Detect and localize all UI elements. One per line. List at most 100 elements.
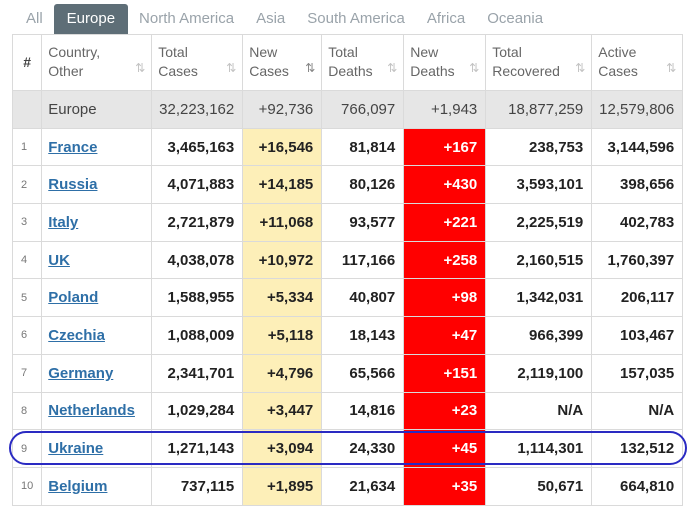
new-cases-cell: +92,736 [242,90,323,129]
header-line: Recovered [492,63,560,79]
rank-header: # [11,34,43,91]
active-cases-cell: 3,144,596 [591,127,684,167]
total-recovered-cell: 2,119,100 [485,353,593,393]
total-cases-cell: 737,115 [151,466,244,506]
table-row: 8 Netherlands 1,029,284 +3,447 14,816 +23 N/A N… [11,391,684,431]
active-cases-cell: 1,760,397 [591,240,684,280]
total-deaths-cell: 766,097 [321,90,405,129]
total-recovered-cell: 2,160,515 [485,240,593,280]
sort-icon[interactable]: ⇅ [387,61,398,75]
rank-cell: 5 [11,278,43,318]
total-deaths-cell: 24,330 [321,429,405,468]
table-row: 4 UK 4,038,078 +10,972 117,166 +258 2,160,515 1… [11,240,684,280]
table-row: 2 Russia 4,071,883 +14,185 80,126 +430 3,593,1… [11,165,684,205]
new-cases-header[interactable]: New Cases ⇅ [242,34,323,91]
new-deaths-header[interactable]: New Deaths ⇅ [403,34,487,91]
country-link[interactable]: UK [48,251,70,269]
table-row: 5 Poland 1,588,955 +5,334 40,807 +98 1,342,031… [11,278,684,318]
country-cell: UK [41,240,153,280]
active-cases-cell: 12,579,806 [591,90,684,129]
active-cases-cell: 402,783 [591,203,684,242]
country-cell: Belgium [41,466,153,506]
table-row: 6 Czechia 1,088,009 +5,118 18,143 +47 966,399 1… [11,316,684,355]
new-cases-cell: +1,895 [242,466,323,506]
country-link[interactable]: Poland [48,289,99,307]
active-cases-cell: 132,512 [591,429,684,468]
total-cases-cell: 2,341,701 [151,353,244,393]
country-cell: Ukraine [41,429,153,468]
new-cases-cell: +11,068 [242,203,323,242]
country-link[interactable]: Ukraine [48,440,104,458]
rank-cell: 4 [11,240,43,280]
table-row: 7 Germany 2,341,701 +4,796 65,566 +151 2,119,1… [11,353,684,393]
region-name: Europe [41,90,153,129]
country-link[interactable]: Russia [48,176,98,194]
total-cases-cell: 4,071,883 [151,165,244,205]
country-cell: Italy [41,203,153,242]
tab-oceania[interactable]: Oceania [487,10,544,27]
rank-cell: 2 [11,165,43,205]
country-link[interactable]: France [48,138,98,156]
country-link[interactable]: Italy [48,213,79,231]
total-recovered-cell: 238,753 [485,127,593,167]
new-deaths-cell: +167 [403,127,487,167]
header-line: New [249,44,278,60]
header-line: Cases [249,63,289,79]
new-deaths-cell: +47 [403,316,487,355]
total-recovered-cell: 1,342,031 [485,278,593,318]
sort-icon[interactable]: ⇅ [666,61,677,75]
total-deaths-cell: 65,566 [321,353,405,393]
total-cases-cell: 1,088,009 [151,316,244,355]
header-line: New [410,44,439,60]
table-row: 1 France 3,465,163 +16,546 81,814 +167 238,753… [11,127,684,167]
country-link[interactable]: Belgium [48,477,108,495]
total-cases-cell: 1,588,955 [151,278,244,318]
total-recovered-cell: 50,671 [485,466,593,506]
header-line: Country, [48,44,101,60]
header-line: Cases [158,63,198,79]
total-recovered-header[interactable]: Total Recovered ⇅ [485,34,593,91]
total-recovered-cell: N/A [485,391,593,431]
sort-desc-icon[interactable]: ⇅ [305,61,316,75]
tab-africa[interactable]: Africa [426,10,466,27]
total-row: Europe 32,223,162 +92,736 766,097 +1,943… [11,90,684,129]
country-link[interactable]: Germany [48,364,114,382]
tab-europe[interactable]: Europe [53,4,129,34]
country-cell: Poland [41,278,153,318]
sort-icon[interactable]: ⇅ [469,61,480,75]
active-cases-cell: 398,656 [591,165,684,205]
header-line: Active [598,44,637,60]
total-deaths-cell: 40,807 [321,278,405,318]
rank-cell: 8 [11,391,43,431]
country-link[interactable]: Netherlands [48,402,135,420]
tab-all[interactable]: All [26,10,43,27]
sort-icon[interactable]: ⇅ [135,61,146,75]
rank-cell: 9 [11,429,43,468]
sort-icon[interactable]: ⇅ [575,61,586,75]
new-deaths-cell: +45 [403,429,487,468]
header-line: Other [48,63,84,79]
sort-icon[interactable]: ⇅ [226,61,237,75]
header-row: # Country, Other ⇅ Total Cases ⇅ New Cases ⇅ T… [11,34,684,91]
total-deaths-cell: 117,166 [321,240,405,280]
tab-north-america[interactable]: North America [139,10,235,27]
active-cases-cell: N/A [591,391,684,431]
tab-asia[interactable]: Asia [256,10,286,27]
country-header[interactable]: Country, Other ⇅ [41,34,153,91]
tab-south-america[interactable]: South America [307,10,405,27]
new-cases-cell: +3,094 [242,429,323,468]
total-cases-header[interactable]: Total Cases ⇅ [151,34,244,91]
new-cases-cell: +14,185 [242,165,323,205]
new-deaths-cell: +430 [403,165,487,205]
new-deaths-cell: +35 [403,466,487,506]
total-cases-cell: 4,038,078 [151,240,244,280]
new-deaths-cell: +98 [403,278,487,318]
table-row: 9 Ukraine 1,271,143 +3,094 24,330 +45 1,114,30… [11,429,684,468]
new-cases-cell: +5,118 [242,316,323,355]
country-link[interactable]: Czechia [48,326,105,344]
table-row: 10 Belgium 737,115 +1,895 21,634 +35 50,671 664… [11,466,684,506]
total-cases-cell: 2,721,879 [151,203,244,242]
country-cell: Germany [41,353,153,393]
total-deaths-header[interactable]: Total Deaths ⇅ [321,34,405,91]
active-cases-header[interactable]: Active Cases ⇅ [591,34,684,91]
